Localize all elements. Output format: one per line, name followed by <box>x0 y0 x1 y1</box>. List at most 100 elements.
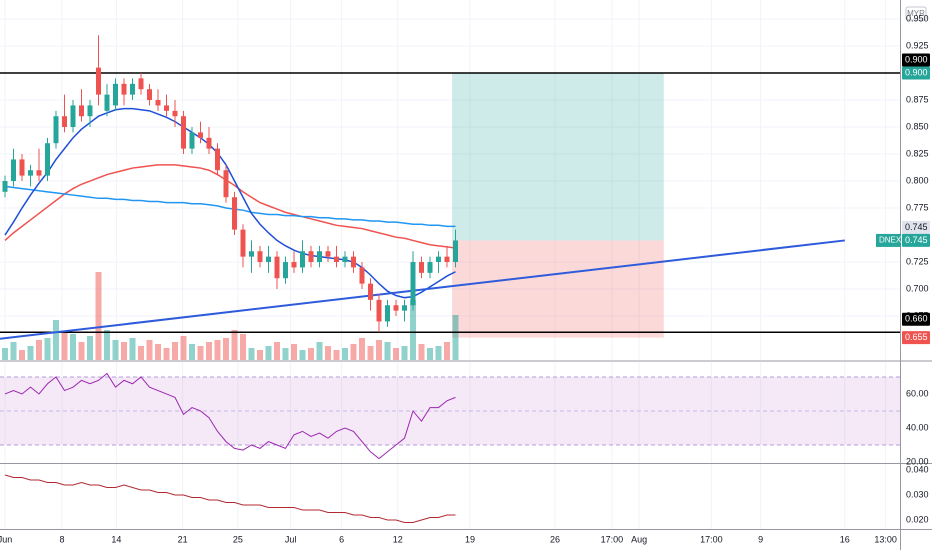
volume-bar <box>325 346 331 360</box>
volume-bar <box>231 330 238 360</box>
candle-body <box>70 105 76 128</box>
price-pane <box>0 0 900 360</box>
price-badge-label: 0.655 <box>905 332 928 342</box>
volume-bar <box>129 338 136 360</box>
candle-body <box>368 283 373 300</box>
candle-body <box>427 262 433 273</box>
stop-zone <box>452 240 664 338</box>
candle-body <box>300 251 305 268</box>
volume-bar <box>95 272 102 360</box>
price-badge-label: 0.745 <box>905 235 928 245</box>
symbol-badge <box>876 233 901 247</box>
y-tick-label: 0.875 <box>906 94 929 104</box>
y-tick-label: 0.950 <box>906 13 929 23</box>
volume-bar <box>180 336 187 360</box>
candle-body <box>419 262 424 273</box>
candle-body <box>266 256 271 263</box>
volume-bar <box>36 340 42 360</box>
candle-body <box>223 170 229 198</box>
y-tick-label: 0.775 <box>906 202 929 212</box>
x-tick-label: 26 <box>550 534 560 544</box>
x-tick-label: 13:00 <box>874 534 897 544</box>
volume-bar <box>223 338 229 360</box>
price-badge-label: 0.900 <box>905 67 928 77</box>
x-tick-label: 17:00 <box>601 534 624 544</box>
candle-body <box>291 262 297 268</box>
rsi-line <box>4 372 456 460</box>
candle-body <box>325 251 331 257</box>
x-tick-label: 19 <box>465 534 475 544</box>
currency: MYR <box>907 9 925 18</box>
volume-bar <box>44 338 51 360</box>
candle-body <box>376 299 382 322</box>
volume-bar <box>350 344 357 360</box>
candle-body <box>79 105 84 117</box>
candle-body <box>96 67 101 95</box>
y-tick-label: 0.020 <box>906 514 929 524</box>
price-badge <box>902 233 930 247</box>
moving-average <box>4 164 456 249</box>
volume-bar <box>138 346 144 360</box>
symbol-label: DNEX <box>879 236 902 245</box>
volume-bar <box>333 350 340 360</box>
x-tick-label: 25 <box>233 534 243 544</box>
candle-body <box>104 94 110 111</box>
oscillator-line <box>4 474 456 523</box>
candle-body <box>181 116 186 149</box>
candle-body <box>274 256 280 279</box>
volume-bar <box>282 348 289 360</box>
volume-bar <box>444 342 450 360</box>
candle-body <box>334 256 339 263</box>
currency-box[interactable] <box>905 6 927 21</box>
volume-bar <box>384 342 391 360</box>
moving-average <box>4 107 456 299</box>
candle-body <box>393 305 399 311</box>
volume-bar <box>248 348 255 360</box>
candle-body <box>257 251 263 263</box>
volume-bar <box>274 342 280 360</box>
y-tick-label: 0.925 <box>906 40 929 50</box>
trendline <box>0 239 845 340</box>
volume-bar <box>53 320 59 360</box>
candle-body <box>206 137 212 149</box>
candle-body <box>62 116 67 128</box>
x-tick-label: 17:00 <box>700 534 723 544</box>
volume-bar <box>146 340 153 360</box>
volume-bar <box>112 340 119 360</box>
price-badge <box>902 220 930 234</box>
volume-bar <box>214 340 221 360</box>
volume-bar <box>163 348 170 360</box>
x-tick-label: 21 <box>178 534 188 544</box>
volume-bar <box>342 348 348 360</box>
candle-body <box>232 197 237 230</box>
volume-bar <box>197 346 204 360</box>
volume-bar <box>299 350 306 360</box>
candle-body <box>308 251 314 263</box>
rsi-pane <box>0 362 900 463</box>
price-badge <box>902 312 930 326</box>
candle-body <box>11 159 16 182</box>
candle-body <box>155 100 161 106</box>
volume-bar <box>308 348 314 360</box>
x-tick-label: 16 <box>840 534 850 544</box>
price-badge <box>902 66 930 80</box>
volume-bar <box>206 342 212 360</box>
volume-bar <box>19 350 25 360</box>
candle-body <box>240 229 246 257</box>
candle-body <box>121 83 127 95</box>
candle-body <box>385 305 390 322</box>
volume-bar <box>359 338 365 360</box>
candle-body <box>342 256 348 263</box>
volume-bar <box>418 344 425 360</box>
candle-body <box>359 267 365 284</box>
x-tick-label: 8 <box>59 534 64 544</box>
x-tick-label: Jul <box>285 534 297 544</box>
volume-bar <box>265 346 272 360</box>
volume-bar <box>172 342 178 360</box>
candle-body <box>351 256 356 268</box>
y-tick-label: 0.725 <box>906 256 929 266</box>
volume-bar <box>189 344 195 360</box>
volume-bar <box>257 350 263 360</box>
